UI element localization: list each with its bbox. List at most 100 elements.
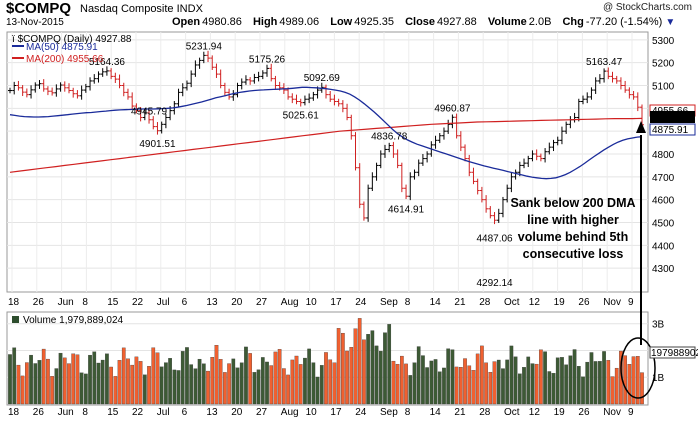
x-tick-label-volume: 18: [8, 407, 20, 418]
price-annotation: 5164.36: [89, 57, 126, 68]
volume-bar: [336, 328, 341, 405]
volume-bar: [109, 366, 113, 405]
x-tick-label-volume: 8: [82, 407, 88, 418]
volume-tick-label: 1B: [652, 373, 665, 384]
ma200-line: [9, 117, 643, 173]
volume-bar: [400, 355, 404, 405]
volume-bar: [585, 361, 590, 405]
x-tick-label-volume: 27: [256, 407, 268, 418]
volume-bar: [214, 345, 219, 405]
volume-bar: [484, 362, 488, 405]
down-arrow-icon: ▼: [665, 17, 676, 28]
price-annotation: 4960.87: [434, 103, 471, 114]
volume-bar: [239, 362, 244, 405]
volume-bar: [530, 363, 535, 405]
legend-volume-swatch: [12, 316, 19, 323]
volume-bar: [54, 368, 59, 405]
x-tick-label-volume: 13: [206, 407, 218, 418]
x-tick-label: Aug: [281, 297, 299, 308]
volume-bar: [290, 359, 295, 405]
volume-bar: [92, 351, 97, 405]
volume-bar: [218, 359, 223, 405]
volume-tag: [649, 346, 696, 359]
volume-bar: [142, 374, 147, 405]
volume-bar: [315, 376, 320, 405]
legend-ma50: MA(50) 4875.91: [26, 42, 98, 53]
volume-bar: [501, 368, 505, 405]
x-tick-label: 8: [82, 297, 88, 308]
volume-bar: [231, 358, 236, 405]
volume-bar: [345, 350, 349, 405]
volume-bar: [168, 358, 172, 405]
volume-bar: [307, 348, 311, 405]
volume-bar: [589, 352, 594, 405]
volume-bar: [509, 345, 514, 405]
volume-bar: [130, 364, 135, 405]
volume-bar: [353, 328, 358, 405]
price-annotation: 5025.61: [283, 110, 320, 121]
volume-bar: [446, 348, 451, 405]
volume-bar: [84, 373, 88, 405]
annotation-line-1: Sank below 200 DMA: [510, 196, 635, 210]
annotation-line-2: line with higher: [527, 213, 619, 227]
volume-bar: [341, 332, 345, 405]
volume-bar: [248, 353, 252, 405]
volume-bar: [303, 357, 307, 405]
volume-bar: [517, 373, 522, 405]
volume-bar: [260, 357, 265, 405]
price-annotation: 4901.51: [139, 139, 176, 150]
volume-bar: [412, 362, 417, 405]
volume-bar: [88, 354, 92, 405]
volume-bar: [572, 349, 577, 405]
volume-bar: [526, 356, 531, 405]
volume-bar: [8, 354, 12, 405]
volume-bar: [370, 330, 375, 405]
volume-bar: [374, 345, 379, 405]
volume-bar: [425, 367, 429, 405]
volume-bar: [138, 361, 143, 405]
volume-bar: [623, 355, 627, 405]
volume-bar: [395, 363, 400, 405]
x-tick-label-volume: 15: [107, 407, 119, 418]
x-tick-label: 26: [33, 297, 45, 308]
volume-bar: [12, 347, 17, 405]
volume-bar: [121, 347, 126, 405]
volume-bar: [635, 356, 640, 405]
x-tick-label: 21: [454, 297, 466, 308]
volume-bar: [387, 324, 392, 405]
annotation-line-3: volume behind 5th: [518, 230, 628, 244]
y-tick-label: 5200: [652, 59, 675, 70]
price-annotation: 4836.78: [371, 132, 408, 143]
volume-bar: [437, 371, 442, 405]
volume-bar: [543, 351, 547, 405]
x-tick-label: Sep: [380, 297, 398, 308]
volume-bar: [164, 362, 168, 405]
volume-bar: [319, 365, 324, 405]
volume-bar: [450, 349, 455, 405]
volume-bar: [442, 367, 446, 405]
volume-bar: [286, 374, 290, 405]
volume-bar: [185, 347, 189, 405]
x-tick-label-volume: 8: [405, 407, 411, 418]
volume-bar: [593, 361, 598, 405]
volume-bar: [20, 375, 25, 405]
volume-bar: [210, 357, 215, 405]
volume-bar: [631, 356, 636, 405]
x-tick-label-volume: 28: [479, 407, 491, 418]
volume-bar: [29, 354, 33, 405]
volume-bar: [197, 358, 202, 405]
x-tick-label: 12: [529, 297, 541, 308]
volume-bar: [496, 359, 501, 405]
volume-bar: [75, 354, 80, 405]
volume-bar: [505, 359, 510, 405]
volume-bar: [349, 347, 354, 405]
volume-bar: [269, 365, 274, 405]
volume-bar: [463, 358, 467, 405]
volume-bar: [488, 371, 493, 405]
volume-bar: [41, 348, 46, 405]
ma50-tag-text: 4875.91: [652, 125, 689, 136]
x-tick-label: 20: [231, 297, 243, 308]
x-tick-label: 10: [306, 297, 318, 308]
x-tick-label: 8: [405, 297, 411, 308]
volume-bar: [471, 370, 476, 405]
